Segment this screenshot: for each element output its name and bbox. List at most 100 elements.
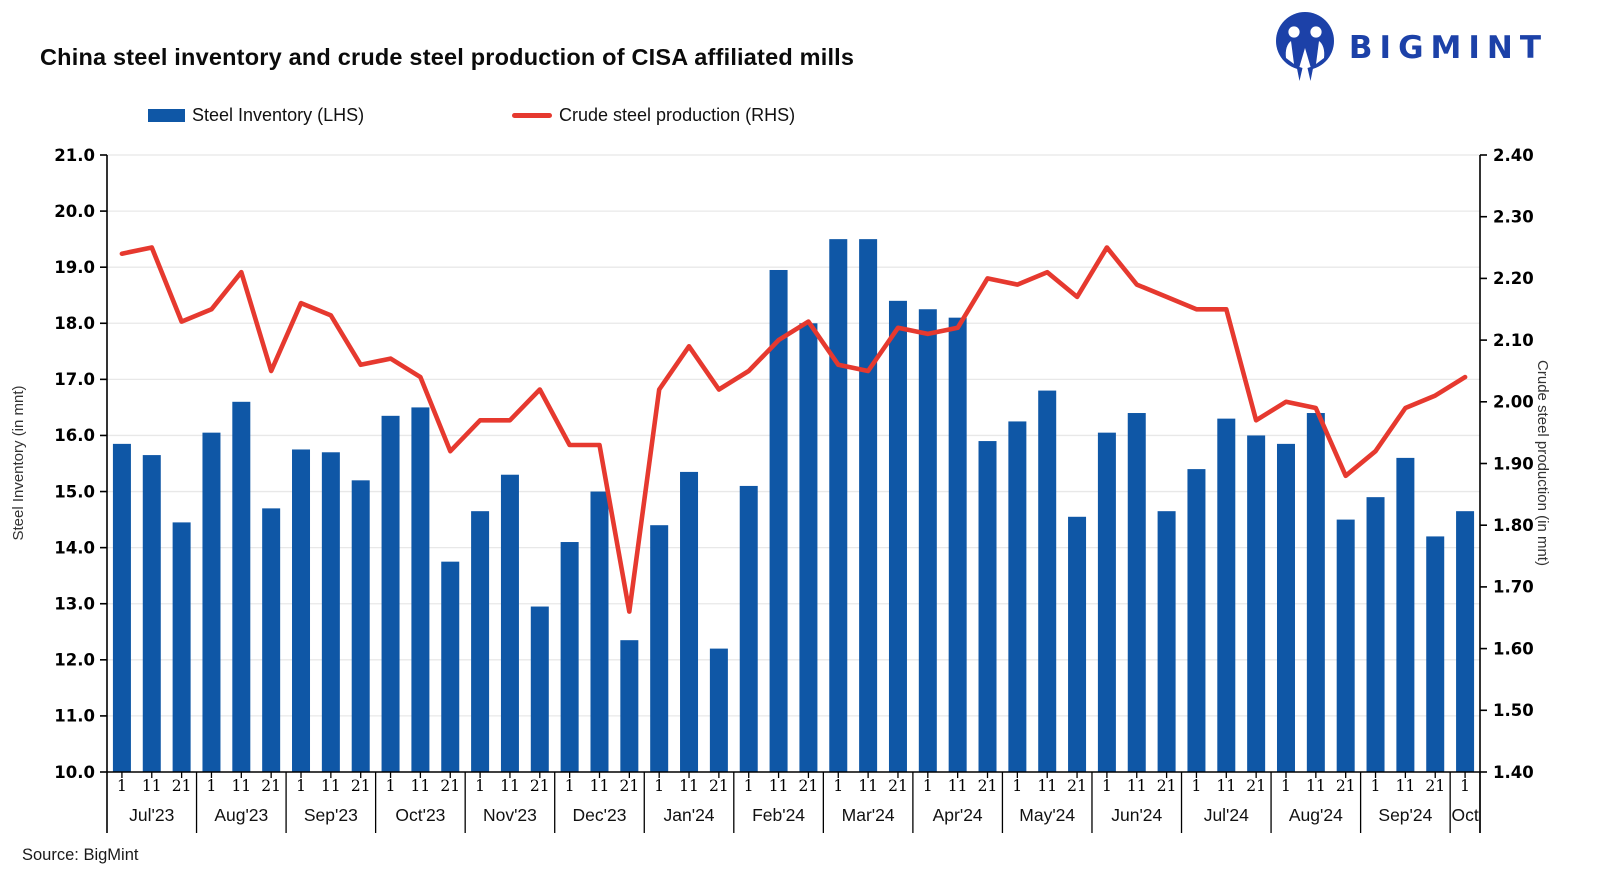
production-line — [119, 245, 1468, 614]
month-label: Jul'24 — [1204, 805, 1249, 825]
day-label: 21 — [261, 777, 281, 795]
day-label: 11 — [1127, 777, 1147, 795]
day-label: 21 — [351, 777, 371, 795]
day-label: 21 — [619, 777, 639, 795]
inventory-bar — [500, 474, 519, 772]
inventory-bar — [739, 485, 758, 772]
inventory-bar — [590, 491, 609, 772]
day-label: 1 — [1012, 777, 1022, 795]
month-label: Aug'24 — [1289, 805, 1343, 825]
day-label: 1 — [565, 777, 575, 795]
inventory-bar — [769, 269, 788, 772]
day-label: 1 — [923, 777, 933, 795]
logo-fang-left — [1296, 66, 1303, 81]
inventory-bar — [829, 239, 848, 773]
day-label: 1 — [1102, 777, 1112, 795]
month-label: Feb'24 — [752, 805, 805, 825]
inventory-bar — [948, 317, 967, 772]
inventory-bar — [1306, 413, 1325, 772]
bigmint-logo-mark — [1275, 12, 1334, 81]
bigmint-logo-text: BIGMINT — [1348, 30, 1548, 66]
month-label: Apr'24 — [933, 805, 983, 825]
y-tick-label-right: 1.80 — [1493, 516, 1534, 535]
inventory-bar — [978, 441, 997, 772]
day-label: 11 — [590, 777, 610, 795]
day-label: 1 — [1460, 777, 1470, 795]
logo-eye-left — [1288, 26, 1300, 38]
day-label: 11 — [1306, 777, 1326, 795]
inventory-bar — [530, 606, 549, 772]
inventory-bar — [292, 449, 311, 772]
month-label: May'24 — [1019, 805, 1075, 825]
month-label: Jun'24 — [1111, 805, 1162, 825]
y-tick-label-left: 20.0 — [54, 202, 95, 221]
y-tick-label-right: 2.40 — [1493, 146, 1534, 165]
legend-item-steel-inventory: Steel Inventory (LHS) — [148, 102, 364, 128]
inventory-bar — [1217, 418, 1236, 772]
bigmint-logo: BIGMINT — [1275, 12, 1548, 84]
inventory-bar — [680, 471, 699, 772]
inventory-bar — [1008, 421, 1027, 772]
month-label: Mar'24 — [842, 805, 895, 825]
y-tick-label-left: 10.0 — [54, 763, 95, 782]
day-label: 1 — [654, 777, 664, 795]
inventory-bar — [1276, 443, 1295, 772]
day-label: 21 — [888, 777, 908, 795]
y-tick-label-right: 2.10 — [1493, 331, 1534, 350]
inventory-bar — [172, 522, 191, 772]
day-label: 1 — [1192, 777, 1202, 795]
day-label: 11 — [231, 777, 251, 795]
legend-label-steel-inventory: Steel Inventory (LHS) — [192, 104, 365, 125]
chart-legend: Steel Inventory (LHS) Crude steel produc… — [0, 102, 1600, 130]
month-label: Sep'24 — [1378, 805, 1432, 825]
inventory-bar — [1097, 432, 1116, 772]
legend-item-crude-production: Crude steel production (RHS) — [512, 102, 795, 128]
day-label: 21 — [799, 777, 819, 795]
day-label: 1 — [296, 777, 306, 795]
y-tick-label-right: 1.70 — [1493, 578, 1534, 597]
y-tick-label-right: 1.40 — [1493, 763, 1534, 782]
month-label: Aug'23 — [214, 805, 268, 825]
inventory-bar — [560, 542, 579, 772]
day-label: 21 — [440, 777, 460, 795]
inventory-bar — [441, 561, 460, 772]
day-label: 1 — [386, 777, 396, 795]
day-label: 11 — [858, 777, 878, 795]
inventory-bar — [262, 508, 281, 772]
y-tick-label-left: 12.0 — [54, 651, 95, 670]
logo-notch-right — [1315, 41, 1325, 64]
inventory-bar — [1336, 519, 1355, 772]
logo-eye-right — [1310, 26, 1322, 38]
inventory-bar — [1366, 497, 1385, 772]
day-label: 1 — [833, 777, 843, 795]
source-note: Source: BigMint — [22, 846, 139, 864]
legend-label-crude-production: Crude steel production (RHS) — [559, 104, 796, 125]
day-label: 11 — [500, 777, 520, 795]
day-label: 1 — [1371, 777, 1381, 795]
y-tick-label-left: 14.0 — [54, 538, 95, 557]
inventory-bar — [1068, 516, 1087, 772]
day-label: 11 — [1396, 777, 1416, 795]
inventory-bar — [918, 309, 937, 772]
day-label: 21 — [1067, 777, 1087, 795]
inventory-bar — [232, 401, 251, 772]
y-tick-label-right: 2.30 — [1493, 207, 1534, 226]
inventory-bar — [321, 452, 340, 772]
page-title: China steel inventory and crude steel pr… — [40, 44, 855, 70]
day-label: 11 — [1037, 777, 1057, 795]
y-tick-label-left: 17.0 — [54, 370, 95, 389]
y-tick-label-left: 16.0 — [54, 426, 95, 445]
day-label: 21 — [1157, 777, 1177, 795]
inventory-bar — [620, 640, 639, 772]
y-tick-label-right: 1.50 — [1493, 701, 1534, 720]
inventory-bar — [142, 455, 161, 772]
day-label: 21 — [978, 777, 998, 795]
inventory-bar — [1396, 457, 1415, 772]
inventory-bar — [1247, 435, 1266, 772]
y-tick-label-left: 11.0 — [54, 707, 95, 726]
day-label: 1 — [117, 777, 127, 795]
month-label: Nov'23 — [483, 805, 537, 825]
inventory-bar — [381, 415, 400, 772]
inventory-bar — [202, 432, 221, 772]
